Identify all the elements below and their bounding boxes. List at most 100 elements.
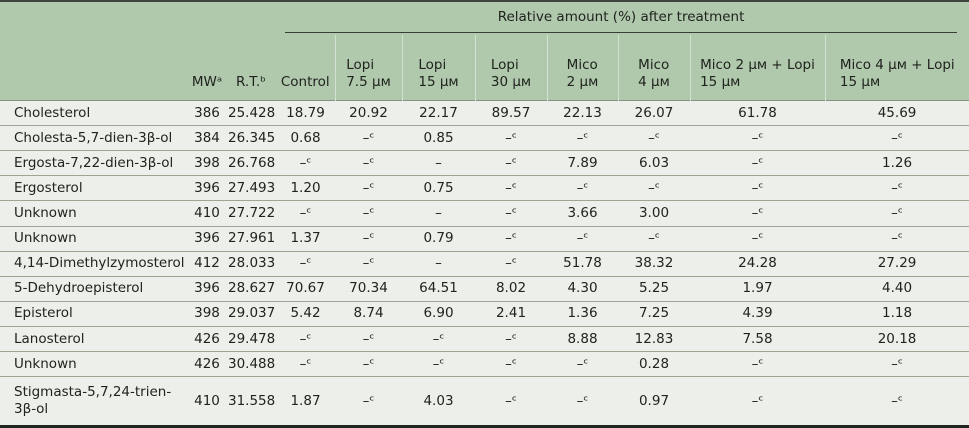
table-row: Cholesterol 386 25.428 18.79 20.92 22.17 89.57… <box>0 99 969 126</box>
table-row: Unknown 410 27.722 –ᶜ –ᶜ – –ᶜ 3.66 3.00 –ᶜ –ᶜ <box>0 200 969 227</box>
cell-mw: 426 <box>188 351 226 377</box>
cell-value: 1.26 <box>825 150 969 176</box>
cell-value: –ᶜ <box>547 351 618 377</box>
cell-value: –ᶜ <box>547 225 618 252</box>
cell-value: –ᶜ <box>335 250 402 277</box>
cell-value: 22.13 <box>547 99 618 126</box>
cell-value: 1.97 <box>690 275 825 302</box>
cell-compound-name: Ergosterol <box>0 175 188 201</box>
cell-value: –ᶜ <box>825 351 969 377</box>
cell-compound-name: Cholesta-5,7-dien-3β-ol <box>0 125 188 151</box>
cell-value: 6.03 <box>618 150 690 176</box>
cell-value: –ᶜ <box>402 325 475 352</box>
cell-value: 1.37 <box>276 225 335 252</box>
cell-value: –ᶜ <box>475 125 547 151</box>
cell-value: –ᶜ <box>475 150 547 176</box>
cell-value: –ᶜ <box>690 125 825 151</box>
cell-value: –ᶜ <box>475 200 547 227</box>
cell-compound-name: 5-Dehydroepisterol <box>0 275 188 302</box>
table-row: Unknown 396 27.961 1.37 –ᶜ 0.79 –ᶜ –ᶜ –ᶜ –ᶜ –ᶜ <box>0 225 969 252</box>
cell-value: –ᶜ <box>335 175 402 201</box>
column-header-label: MWᵃ <box>191 74 223 91</box>
cell-value: –ᶜ <box>402 351 475 377</box>
cell-value: –ᶜ <box>547 376 618 425</box>
column-header-rt: R.T.ᵇ <box>226 35 276 101</box>
cell-value: 20.92 <box>335 99 402 126</box>
cell-value: –ᶜ <box>690 351 825 377</box>
column-header-label: Mico 4 μᴍ <box>638 57 670 91</box>
column-header-label: R.T.ᵇ <box>236 74 266 91</box>
cell-value: –ᶜ <box>618 175 690 201</box>
cell-value: 18.79 <box>276 99 335 126</box>
column-header-label: Mico 2 μᴍ <box>566 57 599 91</box>
cell-value: –ᶜ <box>825 200 969 227</box>
cell-value: –ᶜ <box>475 351 547 377</box>
cell-value: –ᶜ <box>690 200 825 227</box>
cell-value: 2.41 <box>475 300 547 327</box>
cell-value: – <box>402 250 475 277</box>
cell-value: –ᶜ <box>547 175 618 201</box>
column-header-control: Control <box>276 35 335 101</box>
cell-value: –ᶜ <box>276 250 335 277</box>
cell-rt: 29.037 <box>226 300 276 327</box>
cell-value: –ᶜ <box>276 351 335 377</box>
cell-value: –ᶜ <box>825 376 969 425</box>
cell-value: –ᶜ <box>335 376 402 425</box>
cell-compound-name: Ergosta-7,22-dien-3β-ol <box>0 150 188 176</box>
column-header-label: Lopi 30 μᴍ <box>490 57 532 91</box>
table-row: Ergosta-7,22-dien-3β-ol 398 26.768 –ᶜ –ᶜ – –ᶜ 7… <box>0 150 969 176</box>
cell-compound-name: Lanosterol <box>0 325 188 352</box>
column-header-mico-2: Mico 2 μᴍ <box>546 35 618 101</box>
column-header-label: Lopi 15 μᴍ <box>418 57 459 91</box>
cell-mw: 386 <box>188 99 226 126</box>
cell-value: 7.58 <box>690 325 825 352</box>
column-header-lopi-7-5: Lopi 7.5 μᴍ <box>334 35 402 101</box>
cell-mw: 396 <box>188 225 226 252</box>
cell-mw: 396 <box>188 275 226 302</box>
cell-value: –ᶜ <box>335 125 402 151</box>
table-header: Relative amount (%) after treatment MWᵃ R… <box>0 2 969 101</box>
cell-value: –ᶜ <box>825 225 969 252</box>
column-header-label: Mico 2 μᴍ + Lopi 15 μᴍ <box>700 57 815 91</box>
cell-compound-name: Unknown <box>0 225 188 252</box>
cell-value: 7.89 <box>547 150 618 176</box>
table-row: Cholesta-5,7-dien-3β-ol 384 26.345 0.68 –ᶜ 0.… <box>0 125 969 151</box>
column-header-mico-4: Mico 4 μᴍ <box>617 35 690 101</box>
cell-value: 8.02 <box>475 275 547 302</box>
cell-value: 0.68 <box>276 125 335 151</box>
cell-value: –ᶜ <box>475 250 547 277</box>
cell-value: 4.30 <box>547 275 618 302</box>
cell-value: –ᶜ <box>825 125 969 151</box>
cell-value: 3.66 <box>547 200 618 227</box>
cell-value: 1.36 <box>547 300 618 327</box>
cell-compound-name: Cholesterol <box>0 99 188 126</box>
cell-value: 64.51 <box>402 275 475 302</box>
cell-value: 51.78 <box>547 250 618 277</box>
cell-rt: 26.768 <box>226 150 276 176</box>
cell-value: – <box>402 150 475 176</box>
cell-value: –ᶜ <box>475 175 547 201</box>
cell-value: 8.74 <box>335 300 402 327</box>
span-header-row: Relative amount (%) after treatment <box>0 2 969 35</box>
cell-value: 3.00 <box>618 200 690 227</box>
cell-value: 0.97 <box>618 376 690 425</box>
cell-value: –ᶜ <box>475 225 547 252</box>
cell-compound-name: 4,14-Dimethylzymosterol <box>0 250 188 277</box>
cell-value: –ᶜ <box>335 225 402 252</box>
cell-mw: 410 <box>188 200 226 227</box>
column-header-row: MWᵃ R.T.ᵇ Control Lopi 7.5 μᴍ Lopi 15 μᴍ Lopi 30… <box>0 35 969 101</box>
cell-value: –ᶜ <box>547 125 618 151</box>
cell-value: 22.17 <box>402 99 475 126</box>
cell-value: –ᶜ <box>690 376 825 425</box>
column-header-mico-4-lopi-15: Mico 4 μᴍ + Lopi 15 μᴍ <box>824 35 969 101</box>
column-header-label: Control <box>280 74 330 91</box>
cell-value: 7.25 <box>618 300 690 327</box>
cell-value: –ᶜ <box>690 175 825 201</box>
cell-value: 20.18 <box>825 325 969 352</box>
cell-rt: 31.558 <box>226 376 276 425</box>
column-header-label: Lopi 7.5 μᴍ <box>346 57 391 91</box>
cell-rt: 27.493 <box>226 175 276 201</box>
column-header-compound <box>0 35 188 101</box>
column-header-mico-2-lopi-15: Mico 2 μᴍ + Lopi 15 μᴍ <box>689 35 825 101</box>
